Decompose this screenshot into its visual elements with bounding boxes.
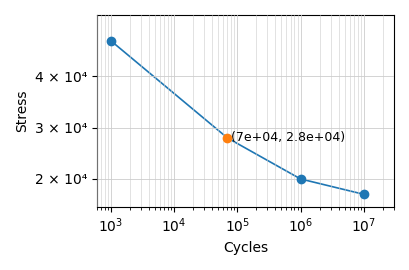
Text: (7e+04, 2.8e+04): (7e+04, 2.8e+04) — [231, 131, 346, 144]
Y-axis label: Stress: Stress — [15, 90, 29, 132]
X-axis label: Cycles: Cycles — [223, 241, 268, 255]
